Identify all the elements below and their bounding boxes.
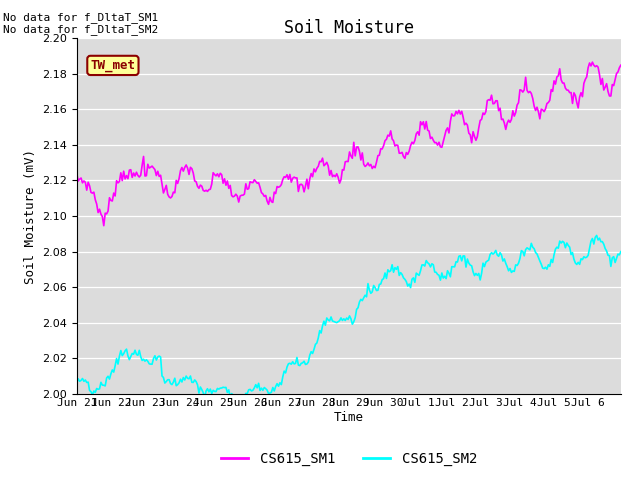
Text: TW_met: TW_met [90,59,136,72]
Text: No data for f_DltaT_SM1
No data for f_DltaT_SM2: No data for f_DltaT_SM1 No data for f_Dl… [3,12,159,36]
Legend: CS615_SM1, CS615_SM2: CS615_SM1, CS615_SM2 [215,447,483,472]
Title: Soil Moisture: Soil Moisture [284,19,414,37]
X-axis label: Time: Time [334,411,364,424]
Y-axis label: Soil Moisture (mV): Soil Moisture (mV) [24,148,36,284]
